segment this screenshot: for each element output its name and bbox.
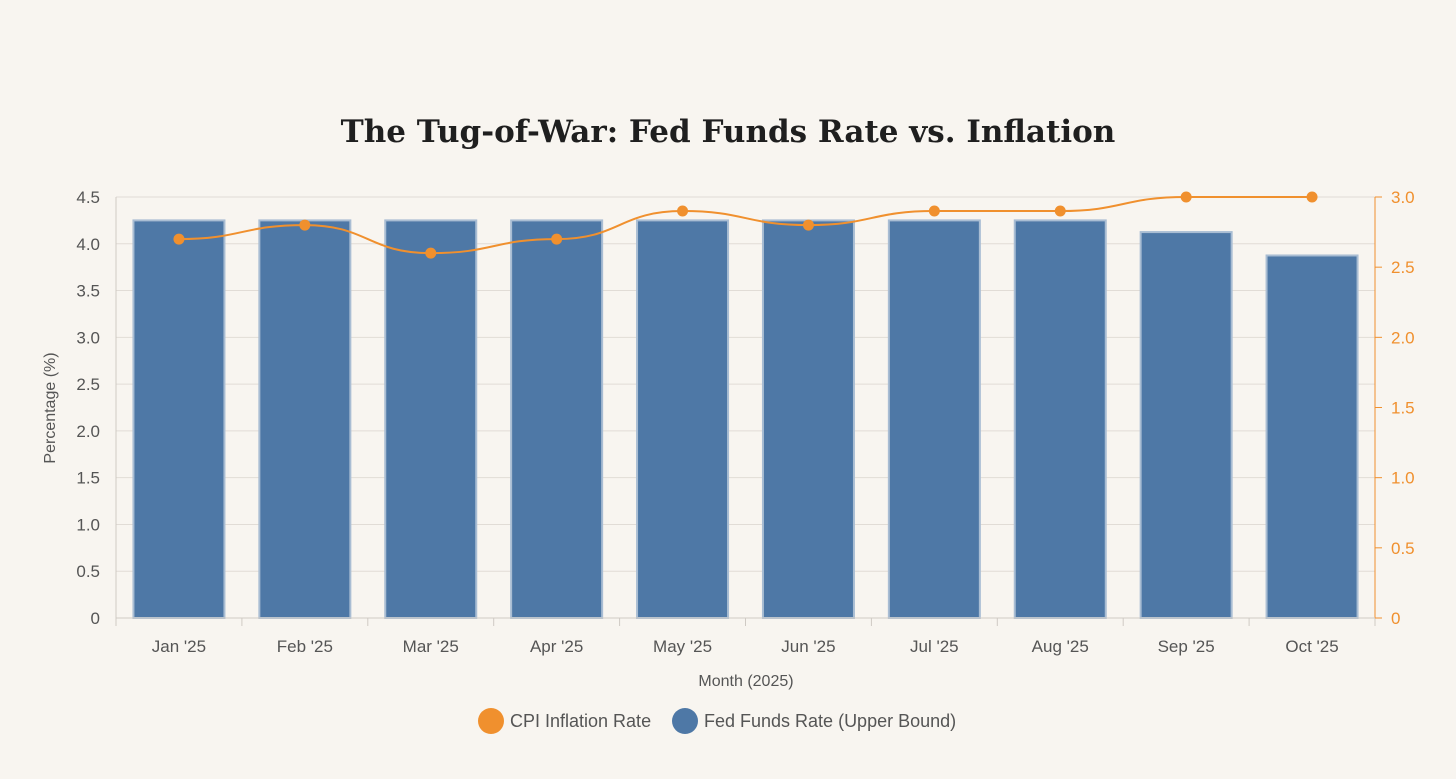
bar[interactable] [1265, 254, 1359, 619]
y-tick-label: 2.5 [76, 375, 100, 394]
y2-tick-label: 2.5 [1391, 258, 1415, 277]
x-tick-label: Jun '25 [781, 637, 835, 656]
bar[interactable] [636, 219, 730, 619]
legend: CPI Inflation Rate Fed Funds Rate (Upper… [478, 708, 956, 734]
line-series-cpi [173, 191, 1318, 259]
bar[interactable] [887, 219, 981, 619]
y-tick-label: 3.0 [76, 328, 100, 347]
y2-tick-label: 3.0 [1391, 188, 1415, 207]
bar-series-fed-funds [132, 219, 1359, 619]
x-tick-label: Aug '25 [1032, 637, 1089, 656]
cpi-line [178, 195, 1313, 255]
x-axis-label: Month (2025) [698, 673, 793, 690]
x-tick-label: Jan '25 [152, 637, 206, 656]
cpi-point[interactable] [425, 247, 437, 259]
y2-tick-label: 0 [1391, 609, 1400, 628]
chart-title: The Tug-of-War: Fed Funds Rate vs. Infla… [341, 114, 1116, 150]
y-tick-label: 1.5 [76, 469, 100, 488]
legend-item-fed-funds[interactable]: Fed Funds Rate (Upper Bound) [672, 708, 956, 734]
axes [115, 196, 1382, 626]
bar[interactable] [510, 219, 604, 619]
legend-item-cpi[interactable]: CPI Inflation Rate [478, 708, 651, 734]
cpi-point[interactable] [299, 219, 311, 231]
cpi-point[interactable] [173, 233, 185, 245]
bar[interactable] [761, 219, 855, 619]
x-tick-label: May '25 [653, 637, 712, 656]
y-tick-label: 0 [91, 609, 100, 628]
x-tick-label: Mar '25 [403, 637, 459, 656]
cpi-point[interactable] [802, 219, 814, 231]
y2-tick-label: 2.0 [1391, 328, 1415, 347]
legend-swatch-cpi [478, 708, 504, 734]
bar[interactable] [132, 219, 226, 619]
legend-label-fed-funds: Fed Funds Rate (Upper Bound) [704, 711, 956, 731]
legend-swatch-fed-funds [672, 708, 698, 734]
y-axis-label: Percentage (%) [42, 352, 59, 463]
cpi-point[interactable] [928, 205, 940, 217]
cpi-point[interactable] [1054, 205, 1066, 217]
bar[interactable] [1013, 219, 1107, 619]
cpi-point[interactable] [1306, 191, 1318, 203]
cpi-point[interactable] [677, 205, 689, 217]
y2-tick-label: 1.0 [1391, 469, 1415, 488]
legend-label-cpi: CPI Inflation Rate [510, 711, 651, 731]
y-tick-label: 4.5 [76, 188, 100, 207]
bar[interactable] [384, 219, 478, 619]
y-tick-label: 4.0 [76, 235, 100, 254]
y2-tick-label: 0.5 [1391, 539, 1415, 558]
x-tick-label: Sep '25 [1158, 637, 1215, 656]
bar[interactable] [258, 219, 352, 619]
cpi-point[interactable] [1180, 191, 1192, 203]
y2-tick-label: 1.5 [1391, 399, 1415, 418]
x-tick-label: Jul '25 [910, 637, 959, 656]
y-tick-label: 1.0 [76, 515, 100, 534]
cpi-point[interactable] [551, 233, 563, 245]
tick-labels: 0 0.5 1.0 1.5 2.0 2.5 3.0 3.5 4.0 4.5 0 0.5 1.0 1.5 2.… [76, 188, 1414, 656]
x-tick-label: Apr '25 [530, 637, 583, 656]
x-tick-label: Feb '25 [277, 637, 333, 656]
y-tick-label: 3.5 [76, 282, 100, 301]
bar[interactable] [1139, 231, 1233, 619]
y-tick-label: 0.5 [76, 562, 100, 581]
x-tick-label: Oct '25 [1285, 637, 1338, 656]
y-tick-label: 2.0 [76, 422, 100, 441]
